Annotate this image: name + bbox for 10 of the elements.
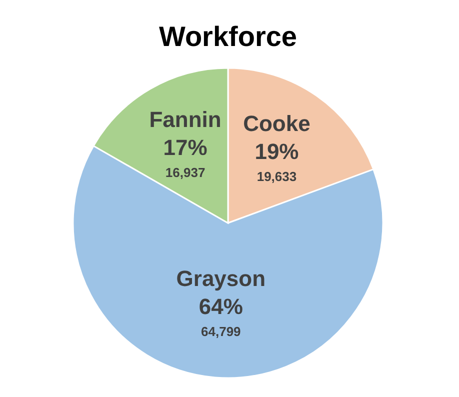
data-label: 16,937 <box>165 165 206 180</box>
slice-label: Grayson <box>176 266 266 291</box>
data-label: 19,633 <box>256 169 297 184</box>
text: 19% <box>254 139 299 164</box>
text: 64% <box>198 294 243 319</box>
text: 17% <box>163 135 208 160</box>
slice-label: Cooke <box>243 111 310 136</box>
chart-title: Workforce <box>159 21 297 52</box>
data-label: 64,799 <box>201 324 241 339</box>
slice-label: Fannin <box>149 107 222 132</box>
